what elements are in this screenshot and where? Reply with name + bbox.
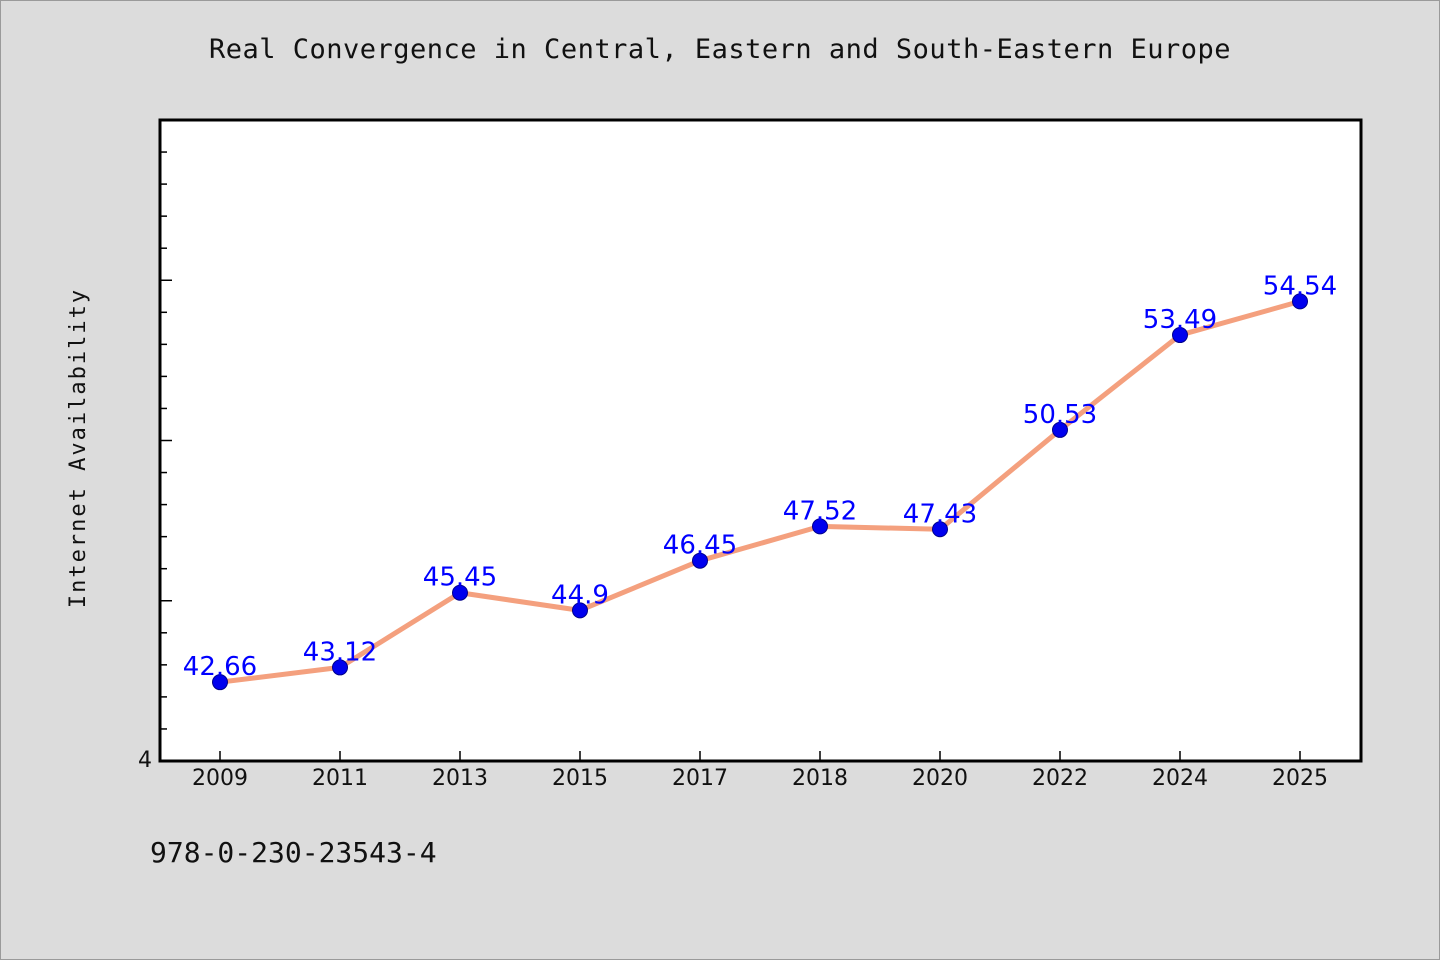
y-axis-label: Internet Availability: [66, 288, 91, 608]
data-point: [572, 602, 588, 619]
data-label: 47.52: [783, 496, 857, 526]
data-point: [692, 552, 708, 569]
data-point: [452, 584, 468, 601]
x-axis-ticks: 2009 2011 2013 2015 2017 2018 2020 2022 2024 2025: [192, 751, 1328, 791]
data-label: 46.45: [663, 531, 737, 561]
data-point: [1052, 421, 1068, 438]
data-label: 50.53: [1023, 400, 1097, 430]
plot-border: [158, 118, 1363, 763]
data-label: 42.66: [183, 652, 257, 682]
data-label: 44.9: [551, 580, 609, 610]
y-tick-label: 4: [138, 748, 152, 773]
series-line: [217, 298, 1303, 685]
data-markers: [212, 293, 1308, 691]
x-tick-label: 2009: [192, 766, 248, 791]
x-tick-label: 2011: [312, 766, 368, 791]
data-point: [812, 518, 828, 535]
data-point: [932, 521, 948, 538]
x-tick-label: 2024: [1152, 766, 1208, 791]
footer-code: 978-0-230-23543-4: [150, 836, 437, 869]
data-label: 43.12: [303, 637, 377, 667]
x-tick-label: 2013: [432, 766, 488, 791]
data-point: [332, 659, 348, 676]
data-label: 54.54: [1263, 271, 1337, 301]
data-label: 53.49: [1143, 305, 1217, 335]
data-label: 45.45: [423, 563, 497, 593]
x-tick-label: 2025: [1272, 766, 1328, 791]
data-labels: 42.66 43.12 45.45 44.9 46.45 47.52 47.43 50.53 5…: [183, 271, 1337, 682]
x-tick-label: 2022: [1032, 766, 1088, 791]
data-point: [1292, 293, 1308, 310]
data-point: [212, 674, 228, 691]
x-tick-label: 2015: [552, 766, 608, 791]
data-label: 47.43: [903, 499, 977, 529]
x-tick-label: 2017: [672, 766, 728, 791]
x-tick-label: 2018: [792, 766, 848, 791]
data-point: [1172, 327, 1188, 344]
chart-title: Real Convergence in Central, Eastern and…: [208, 34, 1232, 65]
x-tick-label: 2020: [912, 766, 968, 791]
